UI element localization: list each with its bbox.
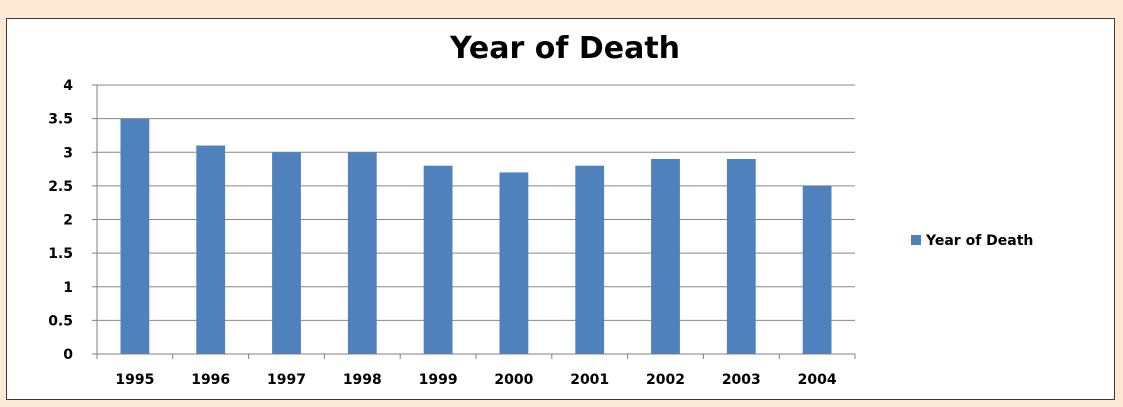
legend-label: Year of Death	[925, 233, 1033, 249]
bar-1999	[423, 165, 453, 354]
x-tick-label: 1996	[191, 372, 230, 388]
bar-1997	[272, 152, 301, 354]
y-tick-label: 2	[63, 213, 73, 229]
y-tick-label: 3.5	[48, 112, 73, 128]
bar-1995	[120, 118, 150, 354]
bar-1998	[347, 152, 377, 354]
bar-2003	[726, 158, 756, 354]
x-tick-label: 2004	[798, 372, 837, 388]
x-tick-label: 2002	[646, 372, 685, 388]
y-tick-label: 1.5	[48, 246, 73, 262]
chart-title: Year of Death	[449, 31, 680, 66]
y-tick-label: 3	[63, 145, 73, 161]
y-axis-ticks: 0 0.5 1 1.5 2 2.5 3 3.5 4	[48, 78, 73, 363]
legend: Year of Death	[911, 233, 1033, 249]
bar-1996	[196, 145, 226, 354]
legend-swatch	[911, 235, 921, 245]
y-tick-label: 1	[63, 280, 73, 296]
x-axis-ticks: 1995 1996 1997 1998 1999 2000 2001 2002 2003 2004	[96, 354, 856, 388]
x-tick-label: 1997	[267, 372, 306, 388]
x-tick-label: 2003	[722, 372, 761, 388]
x-tick-label: 1998	[343, 372, 382, 388]
chart-frame	[6, 18, 1115, 400]
axes	[96, 85, 855, 355]
bars	[120, 118, 832, 354]
bar-2002	[651, 158, 680, 354]
y-tick-label: 0	[63, 347, 73, 363]
y-tick-label: 2.5	[48, 179, 73, 195]
x-tick-label: 1999	[419, 372, 458, 388]
bar-2000	[499, 172, 529, 354]
y-tick-label: 4	[63, 78, 73, 94]
x-tick-label: 1995	[115, 372, 154, 388]
y-tick-label: 0.5	[48, 313, 73, 329]
bar-2004	[802, 185, 832, 354]
x-tick-label: 2000	[494, 372, 533, 388]
bar-2001	[575, 165, 605, 354]
x-tick-label: 2001	[570, 372, 609, 388]
